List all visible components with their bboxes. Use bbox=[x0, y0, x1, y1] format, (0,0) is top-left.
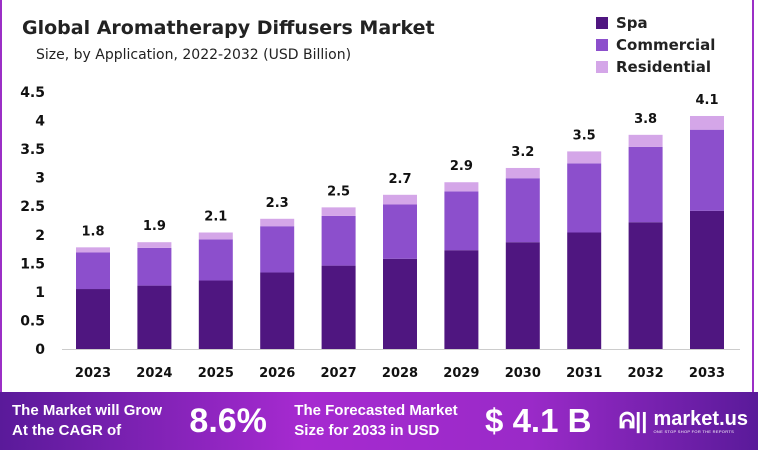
x-tick-label: 2026 bbox=[259, 366, 295, 381]
y-tick-label: 2 bbox=[35, 228, 45, 244]
bar-segment-commercial bbox=[567, 163, 602, 233]
y-tick-label: 3.5 bbox=[20, 142, 45, 158]
y-tick-label: 2.5 bbox=[20, 199, 45, 215]
bar-segment-spa bbox=[260, 272, 295, 349]
forecast-value: $ 4.1 B bbox=[485, 402, 592, 439]
bar-segment-commercial bbox=[321, 215, 356, 266]
cagr-label-line1: The Market will Grow bbox=[12, 402, 163, 419]
legend-label: Spa bbox=[616, 14, 648, 32]
total-data-label: 2.1 bbox=[204, 209, 227, 224]
bar-segment-commercial bbox=[690, 129, 724, 211]
chart-plot: 0 0.5 1 1.5 2 2.5 3 3.5 4 4.5 1.8 2023 1.9 2024 2.1 202… bbox=[20, 85, 740, 381]
x-tick-label: 2025 bbox=[198, 366, 234, 381]
bar-segment-spa bbox=[444, 250, 479, 349]
bar-segment-commercial bbox=[137, 247, 172, 286]
legend-swatch bbox=[596, 39, 608, 51]
bar-segment-commercial bbox=[76, 252, 110, 290]
x-tick-label: 2033 bbox=[689, 366, 725, 381]
legend-item-residential: Residential bbox=[596, 56, 715, 78]
bar-segment-commercial bbox=[628, 146, 663, 223]
market-us-logo: ᕱ|| market.us ONE STOP SHOP FOR THE REPOR… bbox=[619, 408, 748, 434]
bar-segment-spa bbox=[567, 232, 602, 349]
bar-segment-commercial bbox=[444, 191, 479, 251]
logo-icon: ᕱ|| bbox=[618, 408, 648, 433]
x-tick-label: 2029 bbox=[443, 366, 479, 381]
x-tick-label: 2030 bbox=[505, 366, 541, 381]
y-tick-label: 1.5 bbox=[20, 256, 45, 272]
x-tick-label: 2027 bbox=[321, 366, 357, 381]
chart-frame bbox=[0, 0, 754, 392]
bar-segment-spa bbox=[505, 242, 540, 349]
bar-segment-residential bbox=[505, 167, 540, 179]
bar-segment-residential bbox=[137, 242, 172, 248]
bar-segment-spa bbox=[137, 285, 172, 349]
logo-text: market.us bbox=[653, 407, 748, 430]
total-data-label: 4.1 bbox=[695, 93, 718, 108]
bar-segment-commercial bbox=[505, 178, 540, 243]
bar-segment-residential bbox=[628, 134, 663, 147]
x-tick-label: 2032 bbox=[628, 366, 664, 381]
summary-banner: The Market will Grow At the CAGR of 8.6% … bbox=[0, 392, 758, 450]
y-tick-label: 1 bbox=[35, 285, 45, 301]
x-tick-label: 2023 bbox=[75, 366, 111, 381]
bar-segment-residential bbox=[260, 218, 295, 227]
bar-segment-residential bbox=[198, 232, 233, 240]
cagr-label: The Market will Grow At the CAGR of bbox=[12, 401, 162, 441]
total-data-label: 1.8 bbox=[81, 224, 104, 239]
bar-segment-residential bbox=[690, 115, 724, 130]
bar-segment-residential bbox=[76, 247, 110, 253]
bar-segment-commercial bbox=[198, 239, 233, 281]
legend: Spa Commercial Residential bbox=[596, 12, 715, 78]
bar-segment-residential bbox=[444, 182, 479, 192]
total-data-label: 2.5 bbox=[327, 184, 350, 199]
x-tick-label: 2028 bbox=[382, 366, 418, 381]
bar-segment-commercial bbox=[260, 226, 295, 273]
legend-label: Residential bbox=[616, 58, 711, 76]
y-tick-label: 4 bbox=[35, 114, 45, 130]
bar-segment-spa bbox=[628, 222, 663, 349]
total-data-label: 1.9 bbox=[143, 219, 166, 234]
bar-segment-residential bbox=[321, 207, 356, 216]
forecast-label-line1: The Forecasted Market bbox=[294, 402, 458, 419]
bar-segment-spa bbox=[383, 258, 417, 349]
forecast-label-line2: Size for 2033 in USD bbox=[294, 422, 440, 439]
legend-item-commercial: Commercial bbox=[596, 34, 715, 56]
x-tick-label: 2031 bbox=[566, 366, 602, 381]
total-data-label: 2.7 bbox=[388, 172, 411, 187]
x-tick-label: 2024 bbox=[136, 366, 172, 381]
bar-segment-spa bbox=[690, 210, 724, 349]
bar-segment-spa bbox=[198, 280, 233, 349]
total-data-label: 2.9 bbox=[450, 159, 473, 174]
bar-segment-spa bbox=[76, 289, 110, 349]
bar-segment-residential bbox=[567, 151, 602, 164]
bar-segment-commercial bbox=[383, 204, 417, 259]
total-data-label: 3.8 bbox=[634, 112, 657, 127]
bar-segment-residential bbox=[383, 194, 417, 205]
logo-tagline: ONE STOP SHOP FOR THE REPORTS bbox=[653, 428, 735, 434]
legend-item-spa: Spa bbox=[596, 12, 715, 34]
total-data-label: 2.3 bbox=[266, 196, 289, 211]
chart-title: Global Aromatherapy Diffusers Market bbox=[22, 17, 435, 39]
legend-label: Commercial bbox=[616, 36, 716, 54]
total-data-label: 3.5 bbox=[573, 128, 596, 143]
chart-subtitle: Size, by Application, 2022-2032 (USD Bil… bbox=[36, 47, 352, 63]
legend-swatch bbox=[596, 17, 608, 29]
bar-segment-spa bbox=[321, 265, 356, 349]
y-tick-label: 0 bbox=[35, 342, 45, 358]
total-data-label: 3.2 bbox=[511, 145, 534, 160]
y-tick-label: 3 bbox=[35, 171, 45, 187]
forecast-label: The Forecasted Market Size for 2033 in US… bbox=[294, 401, 457, 441]
cagr-value: 8.6% bbox=[189, 401, 267, 440]
y-tick-label: 0.5 bbox=[20, 313, 45, 329]
cagr-label-line2: At the CAGR of bbox=[12, 422, 122, 439]
y-tick-label: 4.5 bbox=[20, 85, 45, 101]
legend-swatch bbox=[596, 61, 608, 73]
